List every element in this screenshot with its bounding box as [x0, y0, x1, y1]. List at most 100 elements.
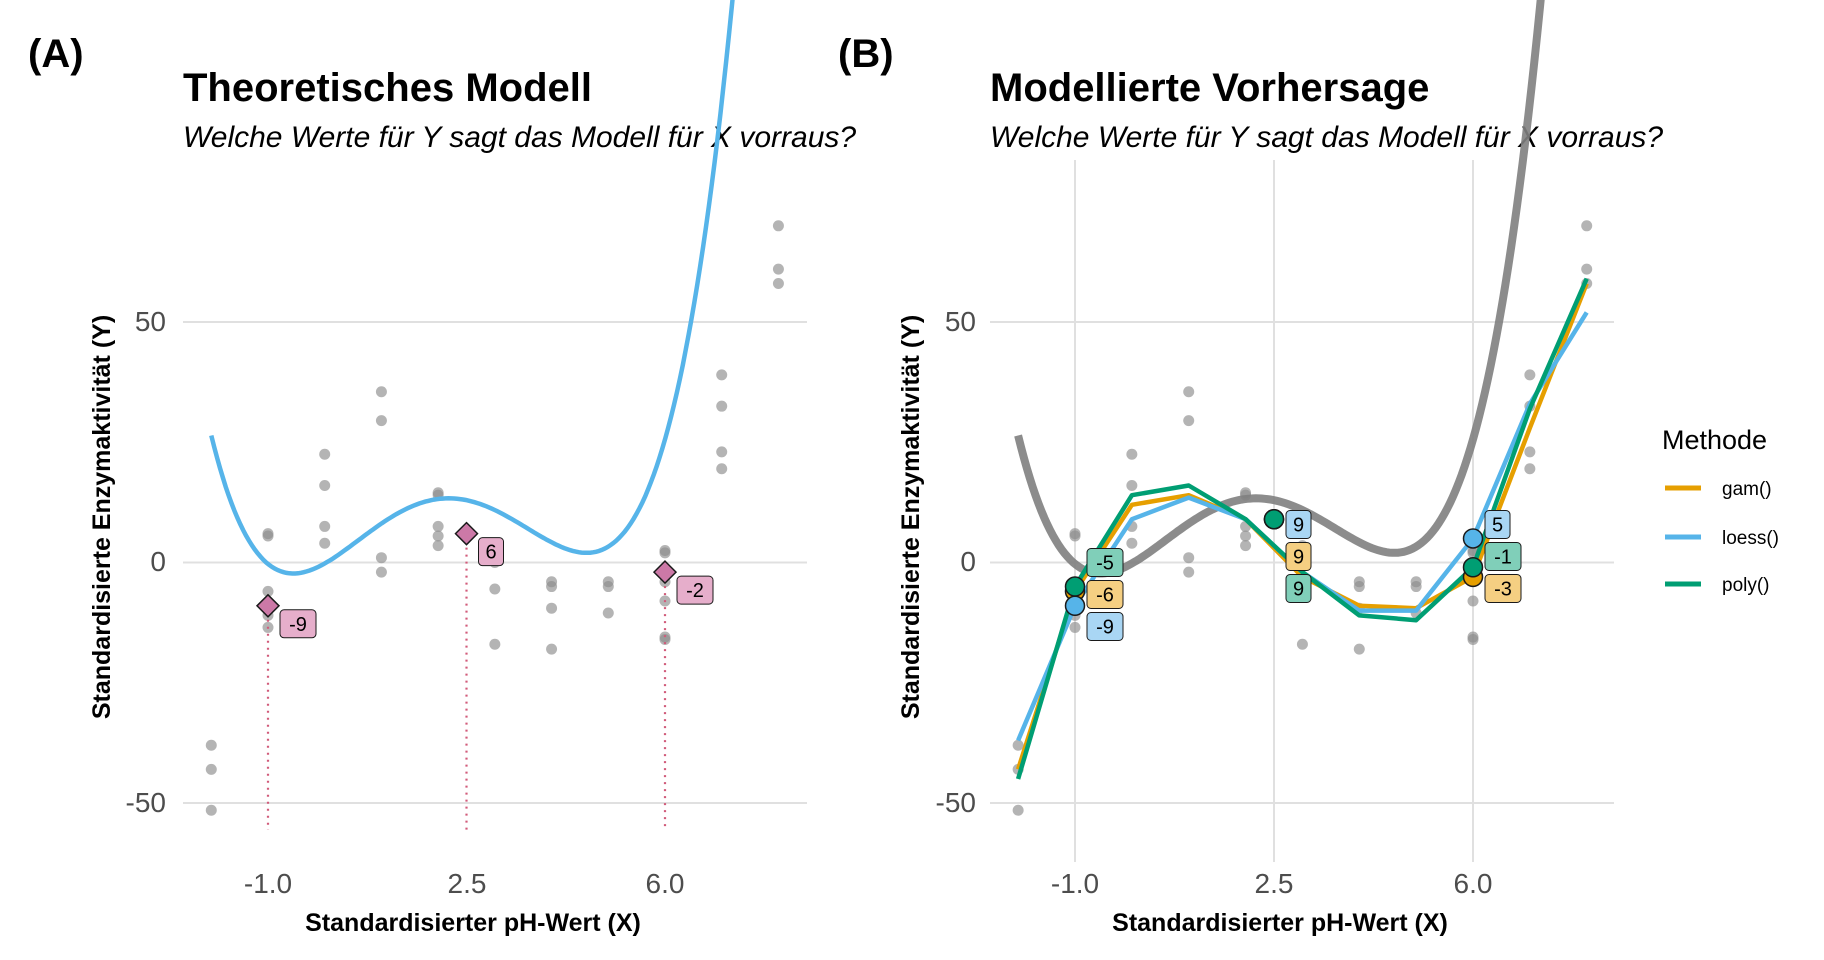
panel-b-xtick-2-5: 2.5 — [1255, 868, 1294, 899]
data-point — [1183, 566, 1195, 578]
panel-a-ytick-minus50: -50 — [126, 787, 166, 818]
data-point — [319, 537, 331, 549]
data-point — [1183, 415, 1195, 427]
data-point — [1012, 739, 1024, 751]
data-point — [205, 763, 217, 775]
data-point — [716, 463, 728, 475]
prediction-marker — [454, 521, 479, 546]
panel-b-ytick-50: 50 — [945, 306, 976, 337]
data-point — [319, 520, 331, 532]
panel-a-ytick-50: 50 — [135, 306, 166, 337]
panel-a-subtitle: Welche Werte für Y sagt das Modell für X… — [183, 121, 856, 154]
data-point — [432, 520, 444, 532]
data-point — [205, 804, 217, 816]
prediction-label-box — [1086, 612, 1124, 641]
data-point — [1069, 528, 1081, 540]
data-point — [772, 278, 784, 290]
legend: Methode gam() loess() poly() — [1662, 425, 1779, 596]
prediction-label-box — [478, 537, 504, 567]
panel-a-xlabel: Standardisierter pH-Wert (X) — [305, 909, 641, 937]
data-point — [1467, 631, 1479, 643]
data-point — [546, 602, 558, 614]
prediction-label: -9 — [1096, 617, 1114, 639]
data-point — [716, 369, 728, 381]
prediction-label: -6 — [1096, 585, 1114, 607]
data-point — [1353, 576, 1365, 588]
prediction-marker — [1064, 576, 1086, 597]
data-point — [205, 739, 217, 751]
data-point — [432, 540, 444, 552]
data-point — [432, 487, 444, 499]
prediction-label-box — [1484, 510, 1511, 539]
data-point — [772, 263, 784, 275]
legend-title: Methode — [1662, 425, 1767, 455]
data-point — [1126, 448, 1138, 460]
panel-a-tag: (A) — [28, 32, 84, 76]
prediction-label-box — [1285, 574, 1312, 603]
prediction-marker — [255, 593, 281, 618]
data-point — [319, 448, 331, 460]
panel-a-ytick-0: 0 — [150, 546, 166, 577]
data-point — [546, 576, 558, 588]
data-point — [1524, 463, 1536, 475]
prediction-label-box — [1285, 542, 1312, 571]
prediction-label: -2 — [686, 580, 704, 602]
data-point — [716, 400, 728, 412]
prediction-marker — [1462, 528, 1484, 549]
data-point — [489, 583, 501, 595]
data-point — [1126, 537, 1138, 549]
data-point — [1126, 480, 1138, 492]
prediction-marker — [1462, 557, 1484, 578]
data-point — [1012, 804, 1024, 816]
data-point — [546, 643, 558, 655]
prediction-label: -3 — [1494, 579, 1512, 601]
data-point — [1069, 621, 1081, 633]
panel-a-xtick-minus1: -1.0 — [244, 868, 292, 899]
data-point — [1183, 552, 1195, 564]
prediction-label: -9 — [289, 614, 307, 636]
model-curve — [209, 0, 735, 576]
panel-a-xtick-2-5: 2.5 — [448, 868, 487, 899]
data-point — [319, 480, 331, 492]
prediction-label-box — [1484, 542, 1522, 571]
panel-b-tag: (B) — [838, 32, 894, 76]
prediction-label: 9 — [1293, 579, 1304, 601]
prediction-label-box — [1285, 510, 1312, 539]
data-point — [1240, 530, 1252, 542]
prediction-label: -1 — [1494, 547, 1512, 569]
panel-b-xtick-minus1: -1.0 — [1051, 868, 1099, 899]
legend-label-poly: poly() — [1722, 575, 1770, 596]
panel-b-subtitle: Welche Werte für Y sagt das Modell für X… — [990, 121, 1663, 154]
data-point — [1296, 638, 1308, 650]
panel-b-xtick-6: 6.0 — [1454, 868, 1493, 899]
prediction-label-box — [1086, 548, 1124, 577]
data-point — [602, 576, 614, 588]
data-point — [375, 415, 387, 427]
panel-b: (B) Modellierte Vorhersage Welche Werte … — [838, 0, 1663, 937]
panel-b-title: Modellierte Vorhersage — [990, 66, 1429, 110]
data-point — [262, 528, 274, 540]
prediction-label-box — [1484, 574, 1522, 603]
prediction-label: 6 — [485, 542, 496, 564]
data-point — [489, 638, 501, 650]
prediction-label: 5 — [1492, 515, 1503, 537]
prediction-label-box — [1086, 580, 1124, 609]
data-point — [1410, 576, 1422, 588]
panel-b-plot: -6 -9 -5 9 9 9 -3 5 -1 — [1012, 0, 1593, 816]
data-point — [1524, 446, 1536, 458]
data-point — [1524, 369, 1536, 381]
panel-a-title: Theoretisches Modell — [183, 66, 592, 110]
data-point — [772, 220, 784, 232]
data-point — [1183, 386, 1195, 398]
legend-label-loess: loess() — [1722, 528, 1779, 549]
panel-a-xtick-6: 6.0 — [646, 868, 685, 899]
panel-b-ytick-minus50: -50 — [936, 787, 976, 818]
panel-a: (A) Theoretisches Modell Welche Werte fü… — [28, 0, 856, 937]
prediction-label: -5 — [1096, 553, 1114, 575]
panel-a-ylabel: Standardisierte Enzymaktivität (Y) — [88, 315, 116, 719]
panel-b-xlabel: Standardisierter pH-Wert (X) — [1112, 909, 1448, 937]
data-point — [659, 544, 671, 556]
prediction-marker — [1064, 595, 1086, 617]
data-point — [432, 530, 444, 542]
